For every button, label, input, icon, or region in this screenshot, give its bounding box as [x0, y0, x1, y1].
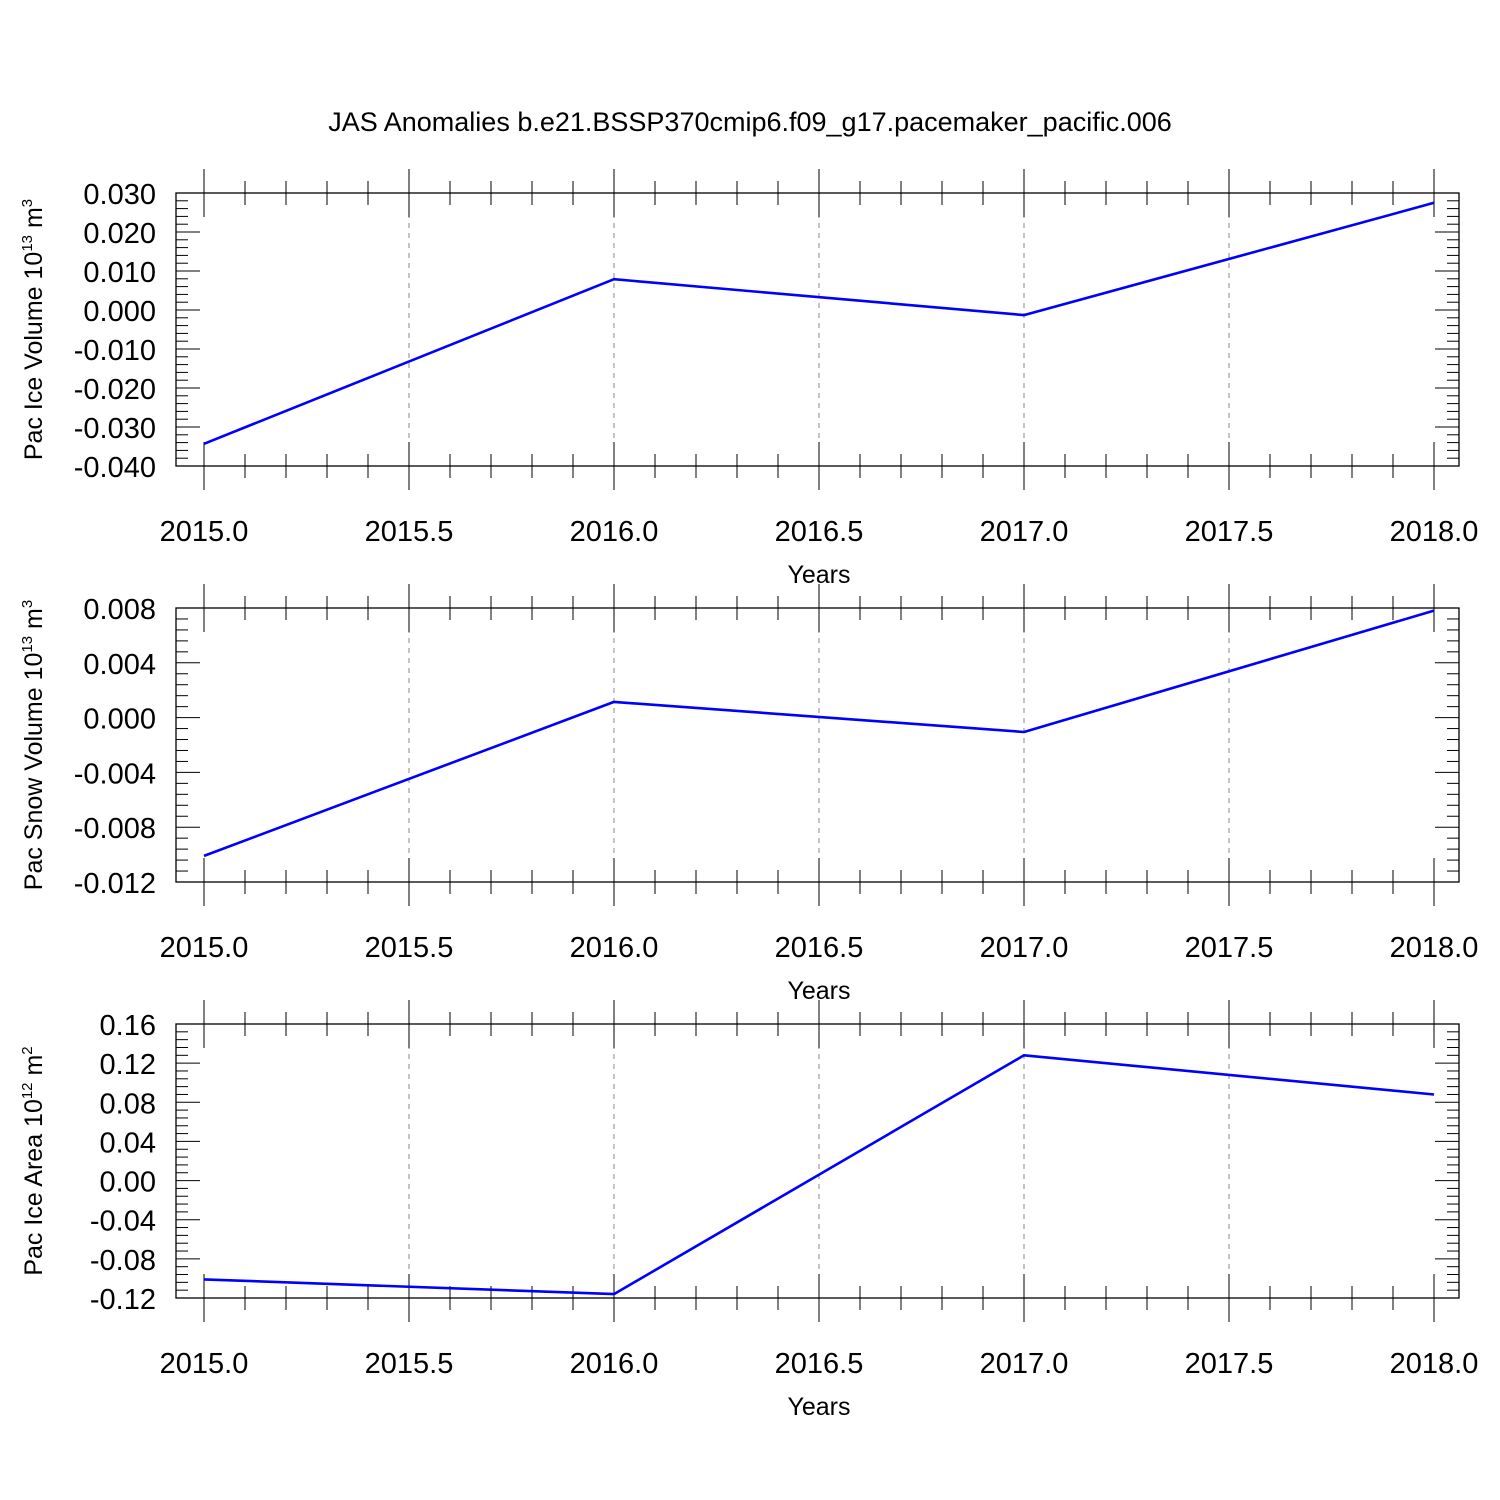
x-tick-label: 2018.0 — [1390, 1348, 1479, 1380]
plot-frame — [175, 1023, 1460, 1299]
x-tick-label: 2016.5 — [775, 516, 864, 548]
x-tick-label: 2016.5 — [775, 1348, 864, 1380]
x-tick-label: 2017.5 — [1185, 516, 1274, 548]
figure-title: JAS Anomalies b.e21.BSSP370cmip6.f09_g17… — [328, 107, 1172, 137]
x-axis-label: Years — [787, 1393, 850, 1421]
x-tick-label: 2017.0 — [980, 932, 1069, 964]
x-tick-label: 2017.5 — [1185, 932, 1274, 964]
x-tick-label: 2017.0 — [980, 516, 1069, 548]
x-tick-label: 2015.5 — [365, 1348, 454, 1380]
x-tick-label: 2015.0 — [160, 516, 249, 548]
y-tick-label: -0.004 — [74, 758, 156, 790]
x-tick-label: 2016.0 — [570, 516, 659, 548]
y-tick-label: 0.008 — [83, 594, 156, 626]
y-tick-label: 0.030 — [83, 179, 156, 211]
x-tick-label: 2015.0 — [160, 932, 249, 964]
y-tick-label: 0.000 — [83, 296, 156, 328]
y-axis-label: Pac Snow Volume 1013 m3 — [19, 600, 48, 890]
y-tick-label: 0.00 — [100, 1167, 156, 1199]
plot-frame — [175, 607, 1460, 883]
x-tick-label: 2016.0 — [570, 932, 659, 964]
y-tick-label: -0.012 — [74, 868, 156, 900]
x-tick-label: 2015.0 — [160, 1348, 249, 1380]
y-tick-label: 0.004 — [83, 649, 156, 681]
y-tick-label: 0.020 — [83, 218, 156, 250]
panel-snow-volume: 2015.0 2015.5 2016.0 2016.5 2017.0 2017.5 2018… — [19, 584, 1478, 1005]
y-tick-label: -0.08 — [90, 1245, 156, 1277]
x-tick-label: 2017.0 — [980, 1348, 1069, 1380]
series-line — [203, 609, 1435, 858]
plot-frame — [175, 192, 1460, 467]
y-tick-label: -0.04 — [90, 1206, 156, 1238]
y-tick-label: -0.12 — [90, 1284, 156, 1316]
y-tick-label: 0.000 — [83, 704, 156, 736]
y-tick-label: 0.04 — [100, 1127, 156, 1159]
series-line — [203, 1054, 1435, 1296]
panel-ice-volume: 2015.0 2015.5 2016.0 2016.5 2017.0 2017.5 2018… — [19, 169, 1478, 589]
x-tick-label: 2016.5 — [775, 932, 864, 964]
y-tick-label: 0.16 — [100, 1010, 156, 1042]
y-tick-label: -0.020 — [74, 374, 156, 406]
y-tick-label: -0.040 — [74, 452, 156, 484]
y-axis-label: Pac Ice Area 1012 m2 — [19, 1046, 48, 1275]
x-tick-label: 2015.5 — [365, 516, 454, 548]
y-tick-label: -0.008 — [74, 813, 156, 845]
y-tick-label: 0.12 — [100, 1049, 156, 1081]
y-tick-label: -0.030 — [74, 413, 156, 445]
x-tick-label: 2016.0 — [570, 1348, 659, 1380]
panel-ice-area: 2015.0 2015.5 2016.0 2016.5 2017.0 2017.5 2018… — [19, 1000, 1478, 1421]
x-tick-label: 2018.0 — [1390, 516, 1479, 548]
y-tick-label: 0.08 — [100, 1088, 156, 1120]
y-tick-label: 0.010 — [83, 257, 156, 289]
y-tick-label: -0.010 — [74, 335, 156, 367]
x-tick-label: 2017.5 — [1185, 1348, 1274, 1380]
series-line — [203, 201, 1435, 446]
x-tick-label: 2018.0 — [1390, 932, 1479, 964]
x-tick-label: 2015.5 — [365, 932, 454, 964]
y-axis-label: Pac Ice Volume 1013 m3 — [19, 199, 48, 460]
